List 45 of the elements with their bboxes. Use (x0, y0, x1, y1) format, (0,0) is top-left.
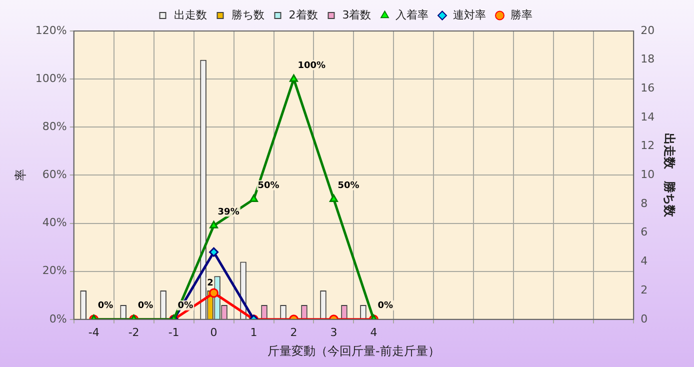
data-label: 39% (218, 208, 240, 218)
y2-tick-label: 12 (640, 139, 655, 152)
legend-label: 2着数 (288, 8, 318, 22)
data-label: 0% (98, 301, 114, 312)
legend-label: 出走数 (174, 8, 207, 22)
data-label: 0% (378, 301, 393, 312)
y-tick-label: 20% (42, 264, 67, 278)
y2-tick-label: 6 (640, 226, 648, 239)
y2-tick-label: 18 (640, 52, 655, 66)
data-label: 0% (178, 301, 194, 312)
y2-tick-label: 14 (640, 110, 655, 124)
y-axis-title: 率 (13, 169, 28, 182)
x-tick-label: -2 (128, 326, 140, 339)
y-tick-label: 0% (49, 312, 67, 326)
y2-tick-label: 20 (640, 24, 655, 37)
y-tick-label: 100% (35, 72, 67, 85)
x-tick-label: -1 (168, 326, 180, 339)
legend-label: 勝率 (510, 8, 533, 22)
y-tick-label: 80% (42, 120, 67, 133)
y2-tick-label: 10 (640, 168, 655, 182)
legend-label: 入着率 (396, 8, 429, 22)
y-tick-label: 60% (42, 168, 67, 182)
x-tick-label: 3 (330, 326, 338, 339)
legend-label: 3着数 (342, 8, 372, 22)
y2-tick-label: 4 (640, 254, 648, 268)
x-tick-label: 1 (250, 326, 258, 339)
y2-tick-label: 16 (640, 82, 655, 95)
data-label: 50% (258, 181, 280, 192)
y-tick-label: 120% (35, 24, 67, 37)
y-tick-label: 40% (42, 216, 67, 230)
x-tick-label: 2 (290, 326, 298, 339)
legend-label: 勝ち数 (231, 8, 264, 22)
y2-axis-title: 出走数 勝ち数 (662, 133, 677, 218)
legend-label: 連対率 (453, 8, 486, 22)
data-label: 2 (207, 278, 214, 288)
x-tick-label: 0 (210, 326, 218, 339)
y2-tick-label: 0 (640, 312, 648, 326)
x-axis-title: 斤量変動（今回斤量-前走斤量） (268, 344, 440, 358)
y2-tick-label: 8 (640, 196, 648, 210)
y2-tick-label: 2 (640, 283, 648, 296)
data-label: 50% (338, 181, 360, 192)
data-label: 0% (138, 301, 154, 312)
x-tick-label: 4 (370, 326, 378, 339)
x-tick-label: -4 (88, 326, 100, 339)
data-label: 100% (298, 60, 326, 71)
